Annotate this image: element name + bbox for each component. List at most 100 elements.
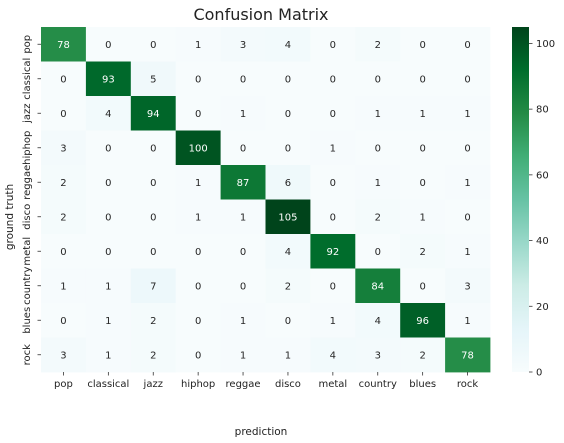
x-tick-label: country <box>359 379 397 390</box>
heatmap-cell <box>175 268 221 304</box>
heatmap-cell <box>41 165 87 200</box>
colorbar-tick-label: 40 <box>536 236 549 247</box>
colorbar-tick-label: 100 <box>536 39 555 50</box>
heatmap-cell <box>175 27 221 62</box>
heatmap-cell <box>85 234 132 269</box>
cell-value-label: 6 <box>285 178 291 189</box>
cell-value-label: 0 <box>60 109 66 120</box>
cell-value-label: 0 <box>330 40 336 51</box>
heatmap-cell <box>445 27 491 62</box>
heatmap-cell <box>175 303 221 338</box>
y-tick-label: jazz <box>22 104 33 124</box>
heatmap-cell <box>41 27 87 62</box>
heatmap-cell <box>310 165 356 200</box>
cell-value-label: 1 <box>195 40 201 51</box>
cell-value-label: 105 <box>278 212 297 223</box>
heatmap-cell <box>41 268 87 304</box>
heatmap-cell <box>85 199 132 235</box>
cell-value-label: 0 <box>60 316 66 327</box>
heatmap-cell <box>220 234 266 269</box>
cell-value-label: 93 <box>102 74 115 85</box>
cell-value-label: 0 <box>375 143 381 154</box>
cell-value-label: 0 <box>105 40 111 51</box>
cell-value-label: 1 <box>105 350 111 361</box>
heatmap-cell <box>355 268 401 304</box>
cell-value-label: 0 <box>195 316 201 327</box>
y-tick-label: rock <box>22 344 33 366</box>
heatmap-cell <box>220 199 266 235</box>
cell-value-label: 0 <box>285 316 291 327</box>
heatmap-cell <box>220 27 266 62</box>
heatmap-cell <box>85 165 132 200</box>
cell-value-label: 0 <box>330 109 336 120</box>
heatmap-cell <box>445 199 491 235</box>
heatmap-cell <box>355 61 401 97</box>
cell-value-label: 0 <box>285 143 291 154</box>
heatmap-cell <box>355 199 401 235</box>
cell-value-label: 96 <box>416 316 429 327</box>
cell-value-label: 1 <box>419 109 425 120</box>
cell-value-label: 1 <box>105 281 111 292</box>
heatmap-cell <box>445 303 491 338</box>
heatmap-cell <box>310 61 356 97</box>
cell-value-label: 0 <box>464 40 470 51</box>
heatmap-cell <box>130 337 177 373</box>
heatmap-cell <box>310 303 356 338</box>
heatmap-cell <box>445 165 491 200</box>
cell-value-label: 0 <box>240 281 246 292</box>
heatmap-cell <box>130 27 177 62</box>
cell-value-label: 7 <box>150 281 156 292</box>
heatmap-cell <box>265 234 311 269</box>
heatmap-cell <box>310 199 356 235</box>
heatmap-cell <box>445 234 491 269</box>
cell-value-label: 1 <box>195 178 201 189</box>
heatmap-cell <box>130 234 177 269</box>
cell-value-label: 2 <box>419 247 425 258</box>
cell-value-label: 0 <box>330 74 336 85</box>
x-tick-label: hiphop <box>181 379 215 390</box>
heatmap-cell <box>175 199 221 235</box>
heatmap-cell <box>85 303 132 338</box>
heatmap-cell <box>85 96 132 131</box>
heatmap-cell <box>85 61 132 97</box>
y-axis-label: ground truth <box>4 184 16 250</box>
cell-value-label: 1 <box>419 212 425 223</box>
cell-value-label: 100 <box>189 143 208 154</box>
heatmap-cell <box>41 199 87 235</box>
heatmap-cell <box>130 199 177 235</box>
colorbar-tick-label: 0 <box>536 368 542 379</box>
heatmap-cell <box>130 61 177 97</box>
cell-value-label: 0 <box>105 247 111 258</box>
cell-value-label: 2 <box>150 316 156 327</box>
heatmap-cell <box>310 96 356 131</box>
cell-value-label: 1 <box>375 109 381 120</box>
cell-value-label: 2 <box>375 212 381 223</box>
colorbar-gradient <box>512 27 529 372</box>
heatmap-cell <box>41 303 87 338</box>
heatmap-cell <box>175 130 221 166</box>
heatmap-cell <box>400 130 446 166</box>
cell-value-label: 0 <box>195 350 201 361</box>
heatmap-cell <box>400 303 446 338</box>
heatmap-cell <box>265 96 311 131</box>
cell-value-label: 87 <box>237 178 250 189</box>
heatmap-cell <box>85 27 132 62</box>
heatmap-cell <box>400 268 446 304</box>
cell-value-label: 4 <box>375 316 381 327</box>
heatmap-cell <box>310 268 356 304</box>
cell-value-label: 0 <box>150 40 156 51</box>
cell-value-label: 0 <box>195 281 201 292</box>
cell-value-label: 1 <box>195 212 201 223</box>
colorbar-tick-label: 80 <box>536 105 549 116</box>
x-tick-label: reggae <box>226 379 261 390</box>
heatmap-cell <box>445 61 491 97</box>
y-tick-label: reggae <box>22 165 33 200</box>
heatmap-cell <box>265 337 311 373</box>
heatmap-cell <box>400 234 446 269</box>
heatmap-cell <box>85 337 132 373</box>
heatmap-cell <box>85 268 132 304</box>
heatmap-cell <box>355 234 401 269</box>
cell-value-label: 1 <box>285 350 291 361</box>
cell-value-label: 0 <box>240 74 246 85</box>
